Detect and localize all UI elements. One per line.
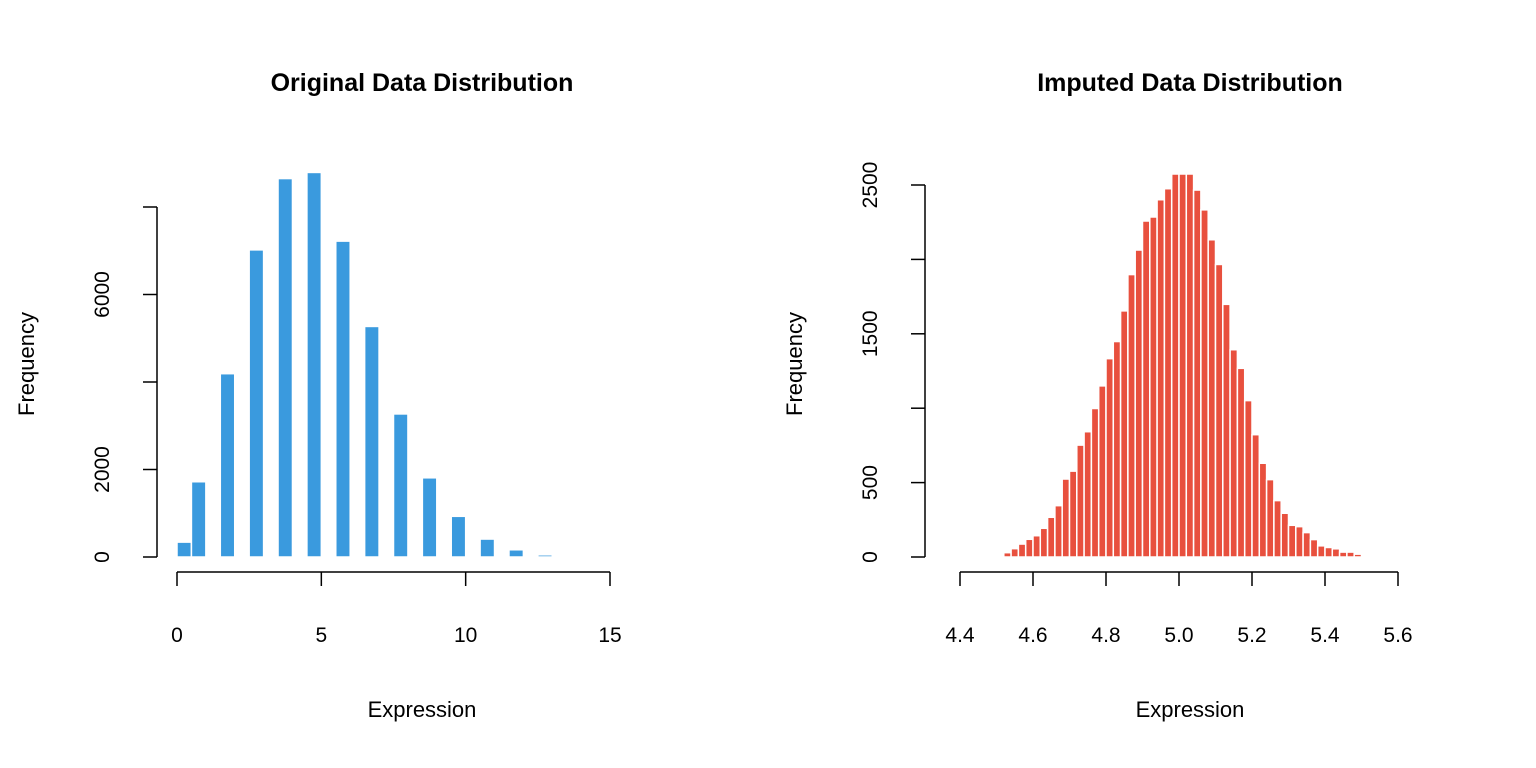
right-histogram-bar	[1243, 399, 1253, 558]
right-histogram-bar	[1258, 462, 1268, 558]
right-chart-title: Imputed Data Distribution	[1037, 69, 1343, 97]
right-histogram-bar	[1207, 239, 1217, 558]
right-histogram-bar	[1265, 478, 1275, 558]
right-histogram-bar	[995, 554, 1005, 558]
right-histogram-bar	[1149, 216, 1158, 558]
left-x-tick-label: 5	[315, 624, 327, 647]
left-y-tick-label: 0	[91, 551, 114, 563]
right-histogram-bar	[1134, 249, 1144, 558]
left-x-tick-label: 0	[171, 624, 183, 647]
right-histogram-bar	[1192, 189, 1202, 558]
right-histogram-bar	[1112, 340, 1122, 558]
right-histogram-bar	[1076, 444, 1085, 558]
right-histogram-bar	[1061, 478, 1071, 558]
left-x-tick-label: 15	[598, 624, 621, 647]
left-histogram-bar	[219, 372, 236, 558]
right-histogram-bar	[1324, 546, 1334, 558]
right-y-tick-label: 2500	[859, 162, 882, 209]
right-histogram-bar	[1105, 357, 1115, 558]
right-histogram-bar	[1331, 548, 1341, 558]
right-histogram-bar	[1280, 512, 1290, 558]
right-histogram-bar	[1295, 525, 1304, 558]
left-histogram-bar	[537, 554, 554, 558]
right-histogram-bar	[1229, 348, 1239, 558]
right-x-tick-label: 4.4	[945, 624, 975, 647]
right-histogram-bar	[1251, 433, 1261, 558]
right-histogram-bar	[1200, 209, 1209, 558]
right-histogram-bar	[1054, 504, 1063, 558]
right-x-tick-label: 4.6	[1018, 624, 1047, 647]
left-y-tick-label: 2000	[91, 446, 114, 493]
left-histogram-bar	[421, 477, 438, 558]
right-y-tick-label: 1500	[859, 310, 882, 357]
left-histogram-bar	[306, 171, 323, 558]
left-chart-title: Original Data Distribution	[271, 69, 574, 97]
right-histogram-bar	[1338, 551, 1348, 558]
right-histogram-bar	[1346, 551, 1355, 558]
left-y-tick-label: 6000	[91, 271, 114, 318]
right-x-tick-label: 5.2	[1237, 624, 1266, 647]
left-histogram-bar	[335, 240, 351, 558]
right-histogram-bar	[1302, 531, 1312, 558]
right-histogram-bar	[1141, 220, 1151, 558]
right-histogram-bar	[1010, 547, 1020, 558]
right-histogram-bar	[1156, 198, 1166, 558]
right-histogram-bar	[1170, 173, 1180, 558]
right-histogram-bar	[1127, 273, 1136, 558]
right-histogram-bar	[1222, 303, 1231, 558]
right-histogram-bar	[1214, 263, 1224, 558]
left-histogram: 0 2000 6000 0 5 10 15	[91, 171, 622, 647]
left-x-axis-label: Expression	[368, 697, 477, 722]
left-histogram-bar	[277, 177, 294, 558]
left-histogram-bar	[508, 549, 525, 558]
right-histogram-bar	[1083, 430, 1093, 558]
left-y-axis-label: Frequency	[14, 312, 39, 416]
right-x-tick-label: 5.0	[1164, 624, 1193, 647]
right-histogram-bar	[1236, 367, 1246, 558]
right-histogram-bar	[1017, 543, 1027, 558]
right-histogram-bar	[1163, 187, 1173, 558]
right-x-tick-label: 5.6	[1383, 624, 1412, 647]
right-histogram-bar	[1039, 527, 1049, 558]
right-histogram-bar	[1287, 524, 1297, 558]
left-histogram-bar	[363, 325, 380, 558]
left-histogram-bar	[392, 413, 409, 558]
right-histogram-bar	[1090, 407, 1100, 558]
left-x-tick-label: 10	[454, 624, 477, 647]
right-histogram-bar	[1353, 553, 1363, 558]
right-histogram-bar	[1068, 470, 1078, 558]
right-y-tick-label: 500	[859, 465, 882, 500]
right-histogram-bar	[1024, 538, 1034, 558]
right-histogram-bar	[1178, 173, 1188, 558]
right-histogram: 0 500 1500 2500 4.4 4.6 4.8 5.0 5.2 5.4 5.6	[859, 162, 1413, 647]
right-histogram-bar	[1119, 310, 1129, 558]
right-histogram-bar	[1309, 538, 1319, 558]
right-histogram-bar	[1097, 385, 1107, 558]
right-histogram-bar	[1032, 534, 1042, 558]
left-histogram-bar	[479, 538, 496, 558]
right-y-tick-label: 0	[859, 551, 882, 563]
right-histogram-bar	[1003, 551, 1012, 558]
right-y-axis-label: Frequency	[782, 312, 807, 416]
left-histogram-bar	[176, 541, 193, 558]
left-histogram-bar	[248, 249, 265, 558]
right-x-axis-label: Expression	[1136, 697, 1245, 722]
right-histogram-bar	[1273, 499, 1282, 558]
right-x-tick-label: 5.4	[1310, 624, 1340, 647]
left-histogram-bar	[450, 515, 467, 558]
right-x-tick-label: 4.8	[1091, 624, 1120, 647]
right-histogram-bar	[1046, 516, 1056, 558]
right-histogram-bar	[1185, 173, 1195, 558]
left-histogram-bar	[190, 481, 207, 558]
right-histogram-bar	[1316, 545, 1326, 558]
